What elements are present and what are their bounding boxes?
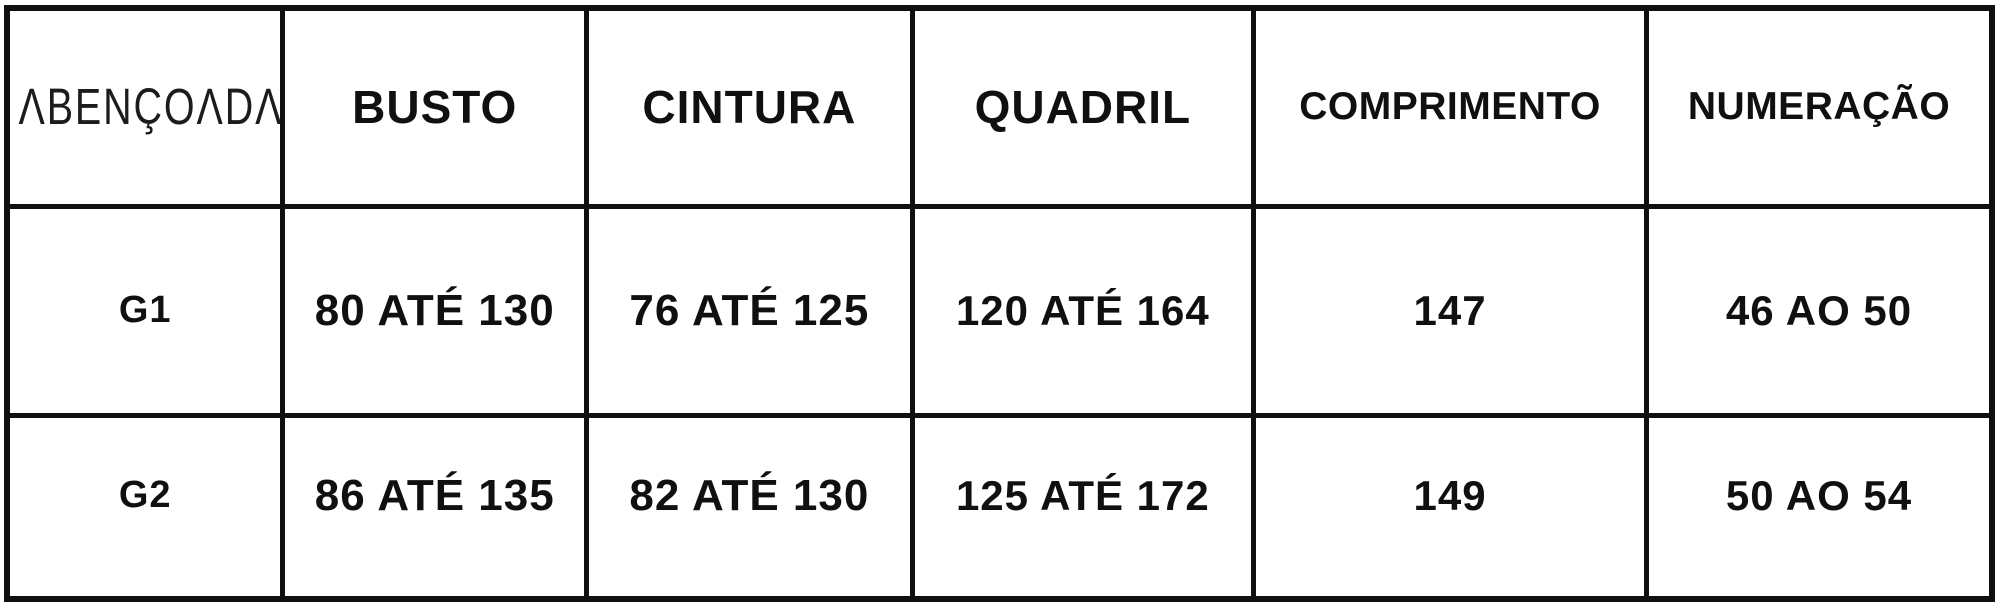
size-chart-table: ΛBENÇOΛDΛ BUSTO CINTURA QUADRIL COMPRIME… xyxy=(4,5,1995,602)
cell-g1-cintura: 76 ATÉ 125 xyxy=(584,203,915,418)
size-label-g1: G1 xyxy=(4,203,286,418)
header-cintura: CINTURA xyxy=(584,5,915,209)
size-label-g2: G2 xyxy=(4,412,286,602)
brand-logo: ΛBENÇOΛDΛ xyxy=(18,77,283,136)
cell-g2-comprimento: 149 xyxy=(1251,412,1650,602)
cell-g1-quadril: 120 ATÉ 164 xyxy=(909,203,1257,418)
header-row: ΛBENÇOΛDΛ BUSTO CINTURA QUADRIL COMPRIME… xyxy=(4,5,1995,209)
cell-g1-comprimento: 147 xyxy=(1251,203,1650,418)
table-row-g2: G2 86 ATÉ 135 82 ATÉ 130 125 ATÉ 172 149… xyxy=(4,412,1995,602)
header-busto: BUSTO xyxy=(280,5,590,209)
header-numeracao: NUMERAÇÃO xyxy=(1644,5,1995,209)
cell-g2-quadril: 125 ATÉ 172 xyxy=(909,412,1257,602)
table-row-g1: G1 80 ATÉ 130 76 ATÉ 125 120 ATÉ 164 147… xyxy=(4,203,1995,418)
cell-g2-cintura: 82 ATÉ 130 xyxy=(584,412,915,602)
cell-g1-busto: 80 ATÉ 130 xyxy=(280,203,590,418)
cell-g2-busto: 86 ATÉ 135 xyxy=(280,412,590,602)
header-quadril: QUADRIL xyxy=(909,5,1257,209)
cell-g1-numeracao: 46 AO 50 xyxy=(1644,203,1995,418)
logo-cell: ΛBENÇOΛDΛ xyxy=(4,5,286,209)
header-comprimento: COMPRIMENTO xyxy=(1251,5,1650,209)
cell-g2-numeracao: 50 AO 54 xyxy=(1644,412,1995,602)
